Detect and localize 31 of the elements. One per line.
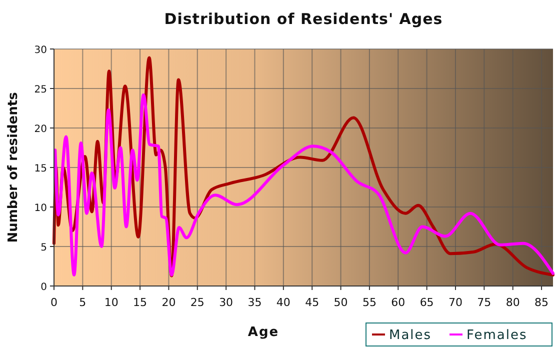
y-tick-label: 10 xyxy=(34,203,47,214)
x-axis-title: Age xyxy=(248,325,280,340)
x-tick-label: 10 xyxy=(104,296,118,309)
y-tick-label: 15 xyxy=(34,164,47,174)
x-tick-label: 20 xyxy=(162,296,176,309)
x-tick-label: 0 xyxy=(50,296,58,309)
y-tick-label: 20 xyxy=(34,124,47,135)
y-axis-title: Number of residents xyxy=(6,92,21,243)
legend-label: Females xyxy=(466,328,528,343)
legend-label: Males xyxy=(389,328,432,343)
x-tick-label: 65 xyxy=(420,296,434,309)
line-series xyxy=(54,93,554,276)
x-tick-label: 80 xyxy=(506,296,520,309)
x-tick-label: 75 xyxy=(477,296,492,309)
x-tick-label: 55 xyxy=(362,296,376,309)
y-tick-label: 25 xyxy=(34,84,47,96)
x-tick-label: 30 xyxy=(219,296,234,309)
x-tick-label: 50 xyxy=(334,296,348,309)
x-tick-label: 45 xyxy=(305,296,320,309)
y-tick-label: 5 xyxy=(40,242,47,254)
x-tick-label: 25 xyxy=(190,296,204,309)
y-tick-label: 30 xyxy=(34,45,47,56)
x-tick-label: 70 xyxy=(448,296,462,309)
x-tick-label: 60 xyxy=(391,296,406,309)
x-tick-label: 15 xyxy=(133,296,148,309)
x-tick-label: 5 xyxy=(79,296,86,309)
x-tick-label: 35 xyxy=(248,296,262,309)
y-tick-label: 0 xyxy=(40,282,47,293)
x-tick-label: 85 xyxy=(534,296,549,309)
x-tick-label: 40 xyxy=(276,296,290,309)
chart-title: Distribution of Residents' Ages xyxy=(164,10,443,28)
